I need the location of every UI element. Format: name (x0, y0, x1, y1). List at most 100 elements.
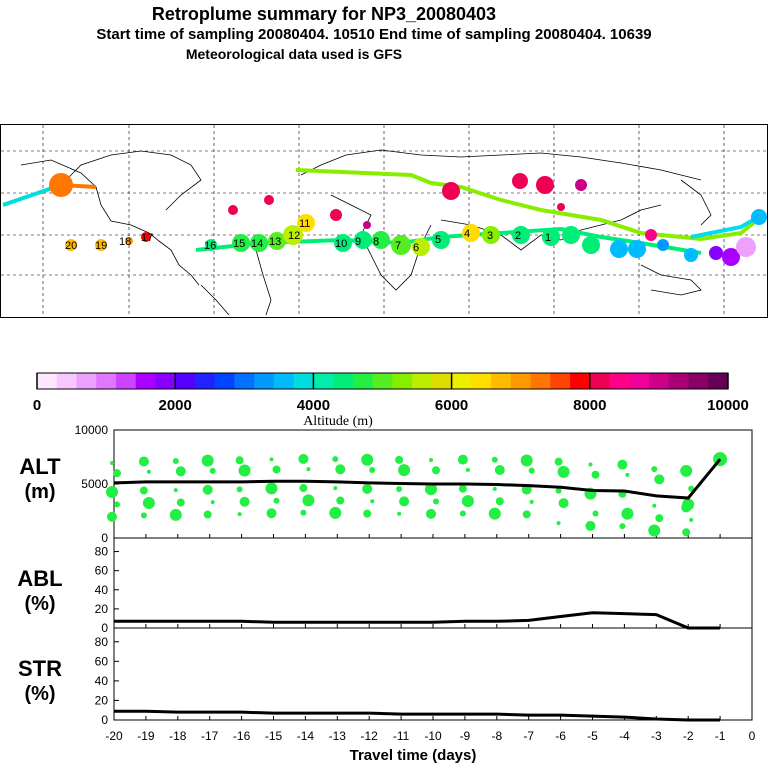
x-tick-label: -16 (233, 729, 251, 743)
altitude-sample-point (713, 452, 728, 467)
altitude-sample-point (335, 464, 346, 475)
map-label-day-13: 13 (269, 236, 281, 248)
map-label-day-8: 8 (373, 236, 379, 248)
y-axis-label: ALT (19, 454, 61, 479)
altitude-sample-point (655, 514, 664, 523)
altitude-sample-point (110, 460, 114, 465)
x-tick-label: -18 (169, 729, 187, 743)
altitude-sample-point (362, 483, 373, 494)
altitude-sample-point (332, 456, 339, 463)
altitude-sample-point (237, 512, 242, 517)
colorbar-swatch (76, 373, 97, 389)
altitude-sample-point (209, 467, 216, 474)
altitude-sample-point (591, 470, 600, 479)
altitude-sample-point (396, 485, 403, 492)
x-tick-label: -15 (265, 729, 283, 743)
x-tick-label: -7 (523, 729, 534, 743)
x-tick-label: -17 (201, 729, 219, 743)
altitude-sample-point (651, 466, 658, 473)
altitude-sample-point (265, 482, 278, 495)
altitude-sample-point (113, 469, 121, 478)
colorbar-label: Altitude (m) (303, 414, 373, 429)
altitude-sample-point (682, 528, 691, 537)
colorbar-swatch (372, 373, 393, 389)
altitude-sample-point (272, 465, 281, 474)
colorbar-swatch (194, 373, 216, 389)
colorbar-swatch (273, 373, 295, 389)
colorbar-swatch (392, 373, 413, 389)
colorbar-swatch (333, 373, 354, 389)
altitude-sample-point (300, 509, 307, 516)
colorbar-tick-label: 2000 (159, 397, 192, 414)
map-label-day-3: 3 (487, 230, 493, 242)
colorbar-tick-label: 10000 (707, 397, 749, 414)
colorbar-swatch (37, 373, 58, 389)
map-label-day-7: 7 (395, 240, 401, 252)
map-label-day-19: 19 (95, 240, 107, 252)
y-axis-unit: (%) (24, 593, 55, 615)
colorbar-swatch (530, 373, 551, 389)
altitude-sample-point (491, 456, 498, 463)
colorbar-swatch (451, 373, 472, 389)
altitude-sample-point (173, 488, 178, 493)
colorbar-swatch (708, 373, 729, 389)
x-axis-label: Travel time (days) (350, 747, 477, 764)
altitude-sample-point (236, 486, 243, 493)
altitude-sample-point (266, 508, 277, 519)
altitude-sample-point (302, 494, 315, 507)
altitude-sample-point (554, 457, 563, 466)
altitude-sample-point (617, 459, 628, 470)
x-tick-label: -4 (619, 729, 630, 743)
altitude-sample-point (621, 507, 634, 520)
altitude-sample-point (529, 499, 534, 504)
x-tick-label: -11 (393, 729, 410, 743)
altitude-sample-point (395, 455, 404, 464)
map-label-day-18: 18 (119, 236, 131, 248)
altitude-sample-point (520, 454, 533, 467)
colorbar-swatch (313, 373, 334, 389)
map-grid (1, 125, 767, 317)
altitude-sample-point (239, 496, 250, 507)
y-tick-label: 20 (95, 693, 109, 707)
x-tick-label: -6 (555, 729, 566, 743)
altitude-sample-point (558, 498, 569, 509)
y-axis-unit: (m) (24, 481, 55, 503)
colorbar-swatch (56, 373, 77, 389)
altitude-sample-point (176, 498, 185, 507)
map-label-day-17: 17 (141, 232, 153, 244)
plume-markers (49, 173, 767, 266)
altitude-sample-point (492, 486, 497, 491)
y-tick-label: 40 (95, 583, 109, 597)
colorbar-frame (36, 372, 729, 390)
altitude-sample-point (399, 496, 410, 507)
x-tick-label: -9 (460, 729, 471, 743)
altitude-sample-point (202, 484, 213, 495)
altitude-sample-point (203, 510, 212, 519)
colorbar-swatch (254, 373, 275, 389)
altitude-sample-point (459, 510, 466, 517)
altitude-sample-point (114, 501, 120, 508)
y-tick-label: 0 (101, 531, 108, 545)
map-label-day-14: 14 (251, 238, 263, 250)
altitude-sample-point (432, 466, 440, 475)
altitude-sample-point (461, 495, 474, 508)
colorbar-swatch (293, 373, 314, 389)
series-line-str (114, 709, 721, 722)
altitude-sample-point (363, 509, 372, 518)
altitude-sample-point (654, 474, 665, 485)
map-label-day-4: 4 (464, 228, 470, 240)
colorbar-swatch (668, 373, 690, 389)
x-tick-label: -1 (715, 729, 726, 743)
altitude-sample-point (682, 498, 695, 511)
altitude-sample-point (429, 458, 433, 463)
sampling-times: Start time of sampling 20080404. 10510 E… (96, 26, 652, 43)
map-label-day-16: 16 (204, 240, 216, 252)
altitude-sample-point (522, 510, 531, 519)
map-label-day-1: 1 (545, 232, 551, 244)
altitude-sample-point (618, 489, 627, 498)
x-tick-label: -13 (329, 729, 347, 743)
altitude-sample-point (336, 496, 345, 505)
map-label-day-9: 9 (355, 236, 361, 248)
